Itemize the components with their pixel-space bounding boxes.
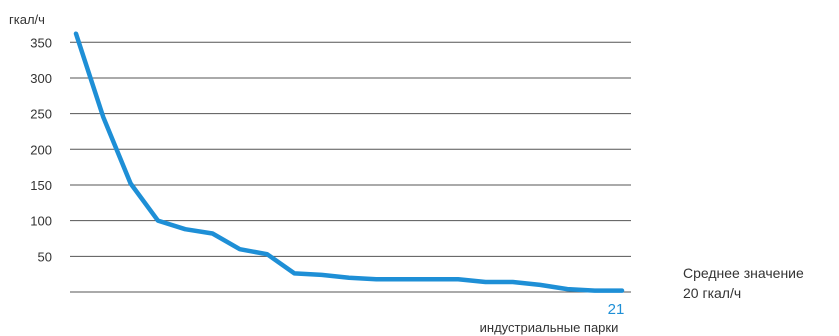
y-tick-label: 100: [30, 214, 52, 229]
y-tick-label: 150: [30, 178, 52, 193]
y-axis-ticks: 50 100 150 200 250 300 350: [30, 35, 52, 264]
y-tick-label: 350: [30, 35, 52, 50]
series-line: [73, 31, 625, 293]
y-axis-unit-label: гкал/ч: [9, 12, 45, 27]
y-tick-label: 50: [38, 249, 52, 264]
y-tick-label: 300: [30, 71, 52, 86]
x-tick-label-last: 21: [608, 301, 625, 318]
x-axis-label: индустриальные парки: [480, 320, 619, 335]
average-value: 20 гкал/ч: [683, 285, 742, 301]
y-tick-label: 250: [30, 107, 52, 122]
average-label: Среднее значение: [683, 265, 804, 281]
y-tick-label: 200: [30, 142, 52, 157]
gridlines: [70, 41, 631, 257]
average-annotation: Среднее значение 20 гкал/ч: [683, 263, 804, 303]
